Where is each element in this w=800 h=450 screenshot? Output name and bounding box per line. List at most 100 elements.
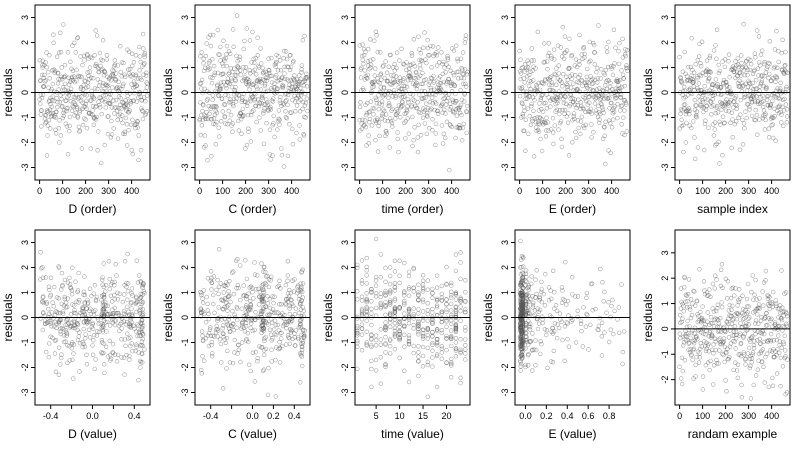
data-point xyxy=(439,328,444,333)
data-point xyxy=(297,73,302,78)
data-point xyxy=(564,48,570,53)
data-point xyxy=(541,122,546,127)
data-point xyxy=(71,74,77,79)
data-point xyxy=(757,341,763,347)
data-point xyxy=(43,78,48,83)
data-point xyxy=(227,70,232,75)
data-point xyxy=(430,44,436,49)
data-point xyxy=(248,298,253,304)
data-point xyxy=(422,121,428,126)
data-point xyxy=(99,298,104,303)
data-point xyxy=(295,284,300,290)
data-point xyxy=(262,106,267,111)
data-point xyxy=(68,89,73,95)
data-point xyxy=(425,336,430,341)
data-point xyxy=(270,153,275,158)
y-tick-label: -3 xyxy=(20,163,30,171)
data-point xyxy=(220,109,226,114)
data-point xyxy=(723,108,729,113)
data-point xyxy=(65,105,70,111)
data-point xyxy=(520,114,526,119)
data-point xyxy=(533,277,538,282)
data-point xyxy=(115,63,121,68)
x-tick-label: 0.2 xyxy=(267,411,280,421)
x-tick-label: 5 xyxy=(374,411,379,421)
data-point xyxy=(142,54,147,60)
data-point xyxy=(67,325,73,330)
data-point xyxy=(541,81,546,87)
data-point xyxy=(565,77,571,83)
data-point xyxy=(759,359,764,365)
data-point xyxy=(113,262,118,267)
data-point xyxy=(444,336,449,341)
data-point xyxy=(235,306,240,311)
data-point xyxy=(87,65,93,70)
data-point xyxy=(121,81,126,87)
data-point xyxy=(537,87,543,93)
data-point xyxy=(724,97,729,102)
data-point xyxy=(751,86,756,92)
data-point xyxy=(753,321,758,326)
data-point xyxy=(298,85,303,91)
data-point xyxy=(220,61,225,66)
data-point xyxy=(526,131,531,137)
data-point xyxy=(395,130,400,135)
data-point xyxy=(420,287,426,292)
data-point xyxy=(609,303,614,309)
data-point xyxy=(746,316,751,321)
data-point xyxy=(100,306,106,312)
data-point xyxy=(126,309,131,314)
data-point xyxy=(55,104,60,110)
y-tick-label: 3 xyxy=(20,15,30,20)
data-point xyxy=(100,275,105,280)
data-point xyxy=(727,344,733,349)
data-point xyxy=(199,50,204,55)
data-point xyxy=(369,286,374,292)
data-point xyxy=(47,52,52,58)
data-point xyxy=(255,53,260,58)
data-point xyxy=(59,352,64,357)
data-point xyxy=(425,359,430,365)
data-point xyxy=(623,53,628,59)
data-point xyxy=(531,108,536,114)
data-point xyxy=(755,132,760,137)
y-tick-label: 1 xyxy=(180,290,190,295)
data-point xyxy=(439,350,444,355)
data-point xyxy=(420,344,426,350)
data-point xyxy=(772,355,777,360)
data-point xyxy=(409,53,415,58)
data-point xyxy=(617,85,623,91)
data-point xyxy=(91,122,97,128)
data-point xyxy=(212,334,217,339)
data-point xyxy=(287,121,292,127)
data-point xyxy=(137,44,142,50)
data-point xyxy=(543,78,548,83)
data-point xyxy=(100,327,105,332)
data-point xyxy=(250,285,255,291)
data-point xyxy=(219,119,224,124)
data-point xyxy=(718,267,724,272)
data-point xyxy=(749,335,754,340)
data-point xyxy=(715,104,720,109)
data-point xyxy=(124,143,130,148)
data-point xyxy=(383,133,388,139)
data-point xyxy=(84,93,90,98)
data-point xyxy=(392,347,398,352)
data-point xyxy=(419,58,424,63)
x-axis-label: time (order) xyxy=(381,202,443,216)
data-point xyxy=(756,91,761,96)
data-point xyxy=(453,318,459,323)
data-point xyxy=(731,329,737,334)
data-point xyxy=(87,308,92,313)
data-point xyxy=(727,302,732,308)
data-point xyxy=(141,281,146,286)
y-axis-label: residuals xyxy=(481,293,495,341)
data-point xyxy=(247,87,252,92)
data-point xyxy=(124,352,129,358)
data-point xyxy=(63,121,69,126)
data-point xyxy=(261,111,266,116)
data-point xyxy=(369,123,375,128)
data-point xyxy=(679,319,684,324)
data-point xyxy=(430,295,435,300)
